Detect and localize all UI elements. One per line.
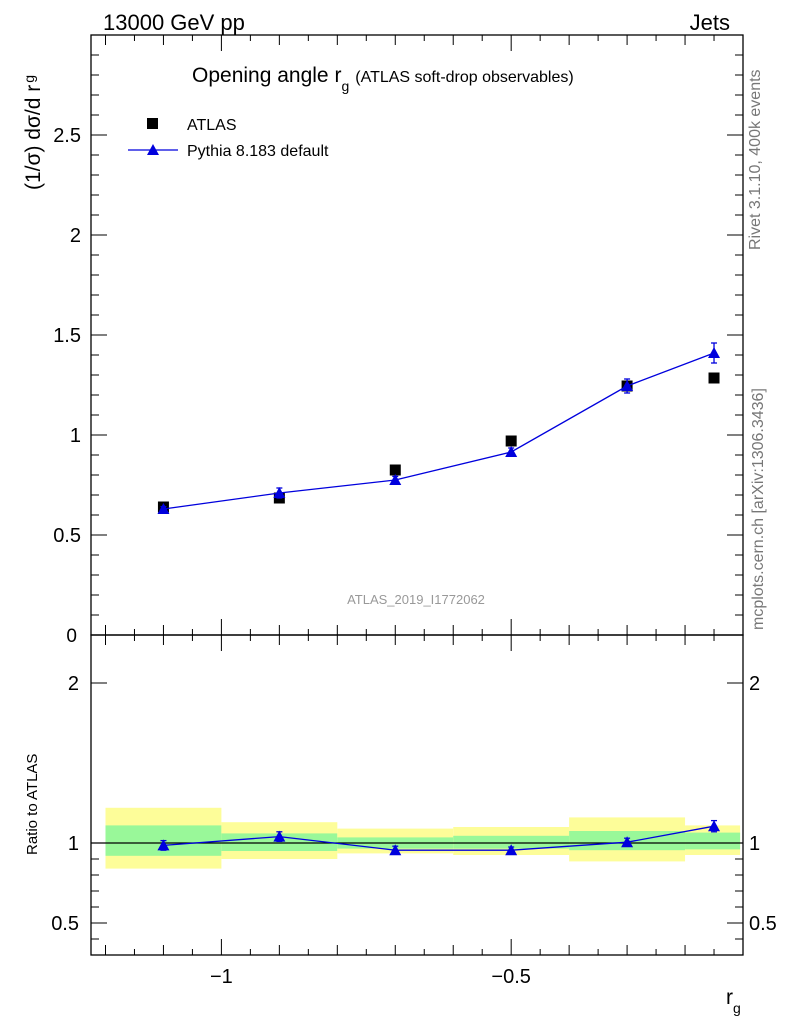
ratio-y-tick-label: 2 (68, 673, 79, 695)
chart-title-main: Opening angle r (192, 64, 341, 87)
chart-title-sub: g (341, 78, 349, 94)
pythia-point (505, 446, 518, 457)
main-y-tick-label: 1.5 (53, 325, 81, 347)
ratio-y-tick-label: 0.5 (51, 913, 79, 935)
ratio-x-ticks (104, 635, 744, 955)
ratio-y-tick-label: 1 (68, 833, 79, 855)
atlas-point (389, 464, 401, 476)
atlas-point (708, 372, 720, 384)
x-axis-label-sub: g (733, 1000, 741, 1016)
ratio-y-axis-label: Ratio to ATLAS (24, 754, 41, 855)
atlas-point (505, 435, 517, 447)
chart-title: Opening angle rg (ATLAS soft-drop observa… (192, 64, 574, 94)
legend-pythia-marker (147, 144, 159, 155)
ratio-x-tick-labels: −1 −0.5 (210, 966, 531, 988)
x-tick-label: −1 (210, 966, 233, 988)
x-axis-label-main: r (726, 986, 733, 1009)
ratio-pythia-point (389, 844, 402, 856)
main-data-layer (157, 342, 721, 514)
chart-title-note: (ATLAS soft-drop observables) (355, 69, 573, 86)
legend-pythia-label: Pythia 8.183 default (187, 143, 329, 160)
ratio-pythia-point (505, 844, 518, 856)
ratio-y-tick-label-right: 1 (749, 833, 760, 855)
main-y-tick-label: 2 (70, 225, 81, 247)
pythia-line (163, 352, 715, 510)
ratio-uncertainty-bands (91, 807, 743, 869)
ratio-inner-band (685, 832, 741, 850)
x-axis-label: rg (726, 986, 741, 1016)
ratio-inner-band (221, 833, 338, 851)
pythia-point (157, 503, 170, 514)
ratio-data-layer (157, 819, 721, 856)
main-y-tick-label: 2.5 (53, 125, 81, 147)
rivet-label: Rivet 3.1.10, 400k events (747, 69, 764, 250)
legend: ATLAS Pythia 8.183 default (128, 117, 329, 160)
x-tick-label: −0.5 (491, 966, 530, 988)
ratio-inner-band (453, 835, 570, 849)
mcplots-label: mcplots.cern.ch [arXiv:1306.3436] (750, 388, 767, 630)
ratio-pythia-point (273, 830, 286, 842)
pythia-point (389, 474, 402, 485)
main-y-tick-label: 0.5 (53, 525, 81, 547)
legend-atlas-label: ATLAS (187, 117, 237, 134)
main-y-tick-labels: 0.5 1 1.5 2 2.5 (53, 125, 81, 547)
main-x-ticks (104, 35, 744, 635)
analysis-watermark: ATLAS_2019_I1772062 (347, 592, 485, 607)
legend-atlas-marker (147, 118, 158, 129)
main-y-axis-label: (1/σ) dσ/d r g (21, 75, 45, 190)
main-y-tick-label: 1 (70, 425, 81, 447)
ratio-y-tick-labels: 0.5 0.5 1 1 2 2 (51, 673, 777, 935)
ratio-y-tick-label-right: 0.5 (749, 913, 777, 935)
ratio-y-tick-label-right: 2 (749, 673, 760, 695)
process-label: Jets (690, 10, 730, 35)
ratio-panel: 0.5 0.5 1 1 2 2 −1 −0.5 Ratio to ATLAS rg (24, 634, 777, 1016)
main-y-axis-label-main: (1/σ) dσ/d r (22, 85, 45, 190)
pythia-point (621, 380, 634, 391)
main-y-ticks (91, 34, 743, 636)
main-y-axis-label-sub: g (21, 75, 37, 83)
ratio-frame (90, 634, 744, 956)
main-y-cut-label: 0 (66, 626, 77, 647)
pythia-point (273, 487, 286, 498)
ratio-y-ticks (91, 682, 743, 940)
ratio-pythia-point (621, 836, 634, 848)
main-panel: 0.511.522.5 0 Opening angle rg (ATLAS sof… (21, 34, 744, 647)
ratio-pythia-point (157, 839, 170, 851)
pythia-point (708, 347, 721, 358)
ratio-pythia-point (708, 820, 721, 832)
energy-label: 13000 GeV pp (103, 10, 245, 35)
ratio-pythia-line (163, 825, 715, 851)
